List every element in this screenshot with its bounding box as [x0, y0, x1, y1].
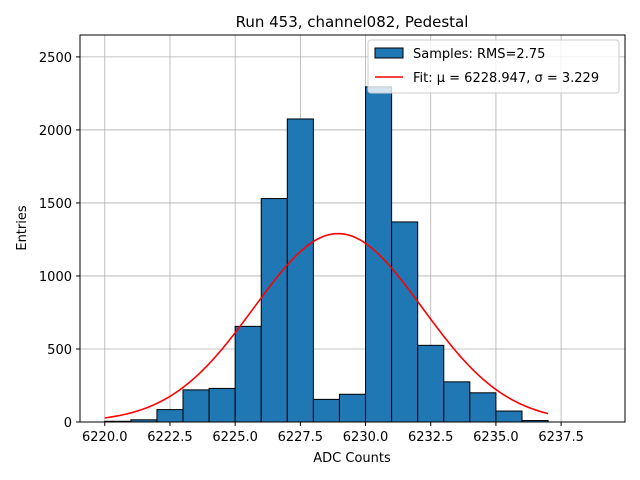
- histogram-bar: [156, 409, 184, 423]
- x-tick-label: 6235.0: [473, 430, 519, 445]
- histogram-bars: [104, 86, 549, 423]
- y-axis-ticks: 0 500 1000 1500 2000 2500: [39, 51, 80, 431]
- x-tick-label: 6232.5: [408, 430, 454, 445]
- chart-title: Run 453, channel082, Pedestal: [236, 13, 469, 31]
- histogram-bar: [495, 410, 523, 423]
- x-tick-label: 6230.0: [343, 430, 389, 445]
- fit-curve: [104, 232, 549, 419]
- x-axis-ticks: 6220.0 6222.5 6225.0 6227.5 6230.0 6232.5 6235…: [82, 422, 584, 445]
- y-axis-label: Entries: [15, 205, 30, 251]
- x-tick-label: 6222.5: [147, 430, 193, 445]
- legend-fit-label: Fit: μ = 6228.947, σ = 3.229: [413, 71, 599, 86]
- x-tick-label: 6237.5: [538, 430, 584, 445]
- histogram-bar: [391, 221, 419, 423]
- histogram-bar: [338, 393, 367, 423]
- histogram-bar: [234, 325, 262, 423]
- histogram-bar: [208, 387, 236, 423]
- histogram-bar: [417, 344, 445, 423]
- y-tick-label: 1000: [39, 270, 72, 285]
- histogram-bar: [286, 118, 314, 423]
- x-tick-label: 6225.0: [212, 430, 258, 445]
- y-tick-label: 2500: [39, 51, 72, 66]
- histogram-bar: [312, 398, 340, 423]
- y-tick-label: 0: [64, 416, 72, 431]
- plot-frame: [79, 34, 626, 423]
- y-tick-label: 1500: [39, 197, 72, 212]
- fit-curve-group: [104, 232, 549, 419]
- x-tick-label: 6220.0: [82, 430, 128, 445]
- legend-samples-label: Samples: RMS=2.75: [413, 47, 545, 62]
- y-tick-label: 500: [47, 343, 72, 358]
- histogram-bar: [469, 392, 497, 423]
- x-axis-label: ADC Counts: [313, 451, 391, 466]
- histogram-bar: [443, 381, 471, 423]
- legend-box: [367, 39, 620, 94]
- legend: Samples: RMS=2.75 Fit: μ = 6228.947, σ =…: [367, 39, 620, 94]
- histogram-bar: [260, 198, 288, 423]
- y-tick-label: 2000: [39, 124, 72, 139]
- x-tick-label: 6227.5: [278, 430, 324, 445]
- legend-samples-swatch: [374, 47, 404, 59]
- histogram-bar: [182, 389, 210, 423]
